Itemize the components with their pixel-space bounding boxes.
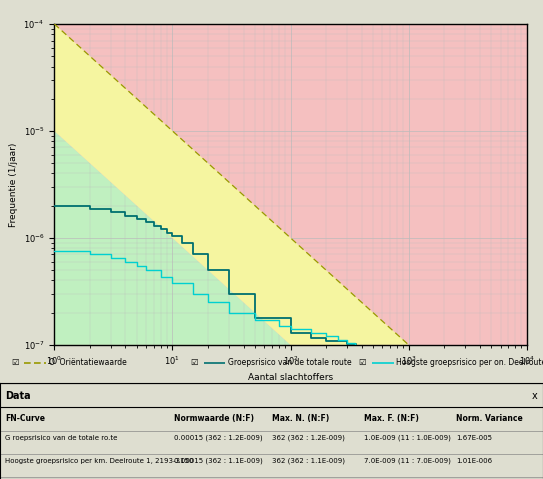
Text: Data: Data	[5, 391, 31, 401]
Text: 0.00015 (362 : 1.1E-009): 0.00015 (362 : 1.1E-009)	[174, 458, 262, 465]
Text: ☑: ☑	[11, 358, 18, 367]
Text: FN-Curve: FN-Curve	[5, 414, 46, 423]
Text: Norm. Variance: Norm. Variance	[456, 414, 523, 423]
Text: 1.0E-009 (11 : 1.0E-009): 1.0E-009 (11 : 1.0E-009)	[364, 435, 451, 442]
Text: O  Oriëntatiewaarde: O Oriëntatiewaarde	[49, 358, 127, 367]
Text: 362 (362 : 1.2E-009): 362 (362 : 1.2E-009)	[272, 435, 344, 442]
X-axis label: Aantal slachtoffers: Aantal slachtoffers	[248, 373, 333, 382]
Text: G roepsrisico van de totale ro.te: G roepsrisico van de totale ro.te	[5, 435, 118, 441]
Text: Hoogste groepsrisico per km. Deelroute 1, 2193-3150: Hoogste groepsrisico per km. Deelroute 1…	[5, 458, 194, 464]
Text: ☑: ☑	[358, 358, 366, 367]
Text: Groepsrisico van de totale route: Groepsrisico van de totale route	[228, 358, 352, 367]
Text: 0.00015 (362 : 1.2E-009): 0.00015 (362 : 1.2E-009)	[174, 435, 262, 442]
Text: 1.01E-006: 1.01E-006	[456, 458, 493, 464]
Text: Max. F. (N:F): Max. F. (N:F)	[364, 414, 419, 423]
Text: 362 (362 : 1.1E-009): 362 (362 : 1.1E-009)	[272, 458, 344, 465]
Text: Hoogste groepsrisico per on. Deelroute 1, 2193-3150: Hoogste groepsrisico per on. Deelroute 1…	[396, 358, 543, 367]
Text: Normwaarde (N:F): Normwaarde (N:F)	[174, 414, 254, 423]
Y-axis label: Frequentie (1/jaar): Frequentie (1/jaar)	[9, 142, 18, 227]
Polygon shape	[54, 131, 527, 345]
Text: ☑: ☑	[190, 358, 198, 367]
Polygon shape	[54, 24, 527, 345]
Text: Max. N. (N:F): Max. N. (N:F)	[272, 414, 329, 423]
Text: 1.67E-005: 1.67E-005	[456, 435, 492, 441]
Text: x: x	[532, 391, 538, 401]
Text: 7.0E-009 (11 : 7.0E-009): 7.0E-009 (11 : 7.0E-009)	[364, 458, 451, 465]
